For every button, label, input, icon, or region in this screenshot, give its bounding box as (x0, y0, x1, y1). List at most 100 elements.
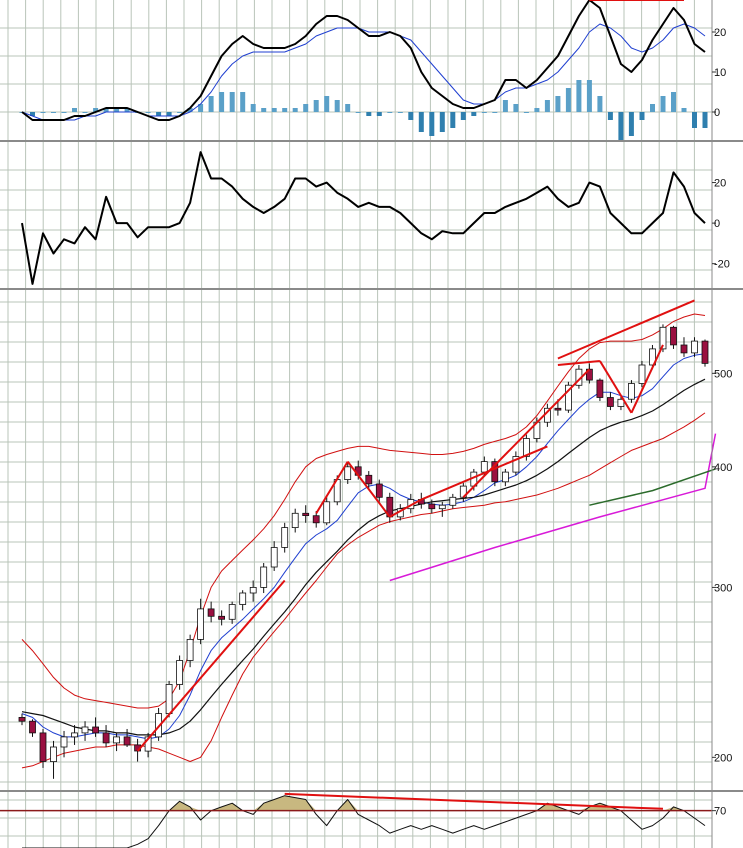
macd-signal-line (21, 23, 706, 121)
macd-histogram-bar (387, 112, 393, 113)
right-axis: 0 10 20 -20 0 20 200 300 400 500 70 (712, 27, 732, 818)
macd-histogram-bar (345, 104, 351, 112)
macd-histogram-bar (282, 108, 288, 112)
macd-histogram-bar (250, 104, 256, 112)
price-trendline (599, 360, 633, 414)
candle-body (281, 527, 289, 548)
macd-histogram-bar (471, 112, 477, 116)
grid (0, 0, 712, 848)
macd-histogram-bar (439, 112, 445, 132)
candle-body (523, 438, 530, 457)
macd-histogram-bar (565, 88, 571, 112)
candle-body (649, 348, 656, 366)
macd-histogram-bar (660, 96, 666, 112)
macd-histogram-bar (366, 112, 372, 116)
candle-body (249, 587, 257, 594)
macd-histogram-bar (544, 100, 550, 112)
candle-body (659, 326, 667, 350)
price-overlay-ma_longest (589, 468, 716, 506)
macd-histogram-bar (324, 96, 330, 112)
macd-histogram-bar (450, 112, 456, 128)
macd-axis-tick-label: 10 (714, 67, 726, 79)
macd-histogram-bar (376, 112, 382, 116)
candle-body (607, 397, 614, 407)
macd-histogram-bar (534, 108, 540, 112)
candle-body (638, 364, 646, 384)
macd-histogram-bar (240, 92, 246, 112)
momentum-axis-tick-label: 20 (714, 178, 726, 190)
macd-histogram-bar (481, 112, 487, 113)
candle-body (60, 736, 68, 748)
candle-body (670, 326, 677, 346)
macd-panel (19, 0, 708, 140)
candle-body (92, 726, 99, 734)
macd-histogram-bar (219, 92, 225, 112)
price-trendline (420, 445, 548, 501)
candle-body (39, 732, 47, 762)
macd-histogram-bar (229, 92, 235, 112)
price-overlay-ma_long (389, 433, 717, 582)
momentum-axis-tick-label: -20 (714, 259, 730, 271)
candle-body (186, 639, 194, 661)
candle-body (491, 461, 499, 483)
candle-body (239, 592, 247, 605)
macd-histogram-bar (334, 100, 340, 112)
macd-histogram-bar (124, 108, 130, 112)
candle-body (50, 746, 57, 763)
candle-body (512, 456, 520, 473)
macd-histogram-bar (313, 100, 319, 112)
candle-body (323, 501, 331, 524)
price-trendline (389, 498, 422, 518)
macd-histogram-bar (355, 112, 361, 113)
candle-body (302, 512, 310, 516)
macd-histogram-bar (82, 112, 88, 113)
candle-body (680, 344, 688, 354)
macd-histogram-bar (418, 112, 424, 132)
macd-histogram-bar (671, 92, 676, 112)
candle-body (596, 379, 604, 398)
candle-body (123, 736, 131, 746)
price-overlay-ma_short (21, 353, 706, 740)
candle-body (554, 407, 562, 411)
macd-histogram-bar (702, 112, 708, 128)
momentum-panel (21, 151, 706, 285)
macd-histogram-bar (628, 112, 634, 136)
macd-histogram-bar (586, 80, 592, 112)
macd-histogram-bar (555, 96, 561, 112)
candle-body (18, 717, 26, 722)
candle-body (218, 615, 226, 620)
candle-body (617, 398, 625, 407)
price-trendline (136, 579, 286, 752)
macd-histogram-bar (187, 108, 193, 112)
price-overlay-band_upper (21, 313, 706, 709)
price-axis-tick-label: 300 (714, 582, 732, 594)
macd-histogram-bar (72, 108, 77, 112)
macd-histogram-bar (429, 112, 435, 136)
macd-histogram-bar (103, 108, 109, 112)
candle-body (113, 736, 120, 744)
macd-histogram-bar (40, 112, 46, 113)
macd-histogram-bar (208, 96, 214, 112)
candle-body (165, 684, 173, 715)
macd-histogram-bar (639, 112, 645, 120)
candle-body (365, 474, 373, 485)
candle-body (449, 496, 457, 506)
macd-histogram-bar (30, 112, 35, 116)
price-overlay-band_lower (21, 412, 706, 769)
macd-histogram-bar (166, 112, 172, 116)
price-overlay-ma_mid (21, 378, 706, 736)
candle-body (291, 512, 299, 528)
candle-body (207, 608, 215, 617)
rsi-line (22, 795, 706, 848)
candle-body (270, 547, 278, 568)
macd-histogram-bar (692, 112, 697, 128)
candle-body (565, 384, 572, 411)
price-axis-tick-label: 400 (714, 462, 732, 474)
candle-body (480, 461, 488, 473)
macd-histogram-bar (460, 112, 466, 120)
candle-body (691, 340, 698, 354)
macd-histogram-bar (177, 112, 183, 113)
price-trendline (557, 299, 695, 360)
macd-histogram-bar (650, 104, 655, 112)
